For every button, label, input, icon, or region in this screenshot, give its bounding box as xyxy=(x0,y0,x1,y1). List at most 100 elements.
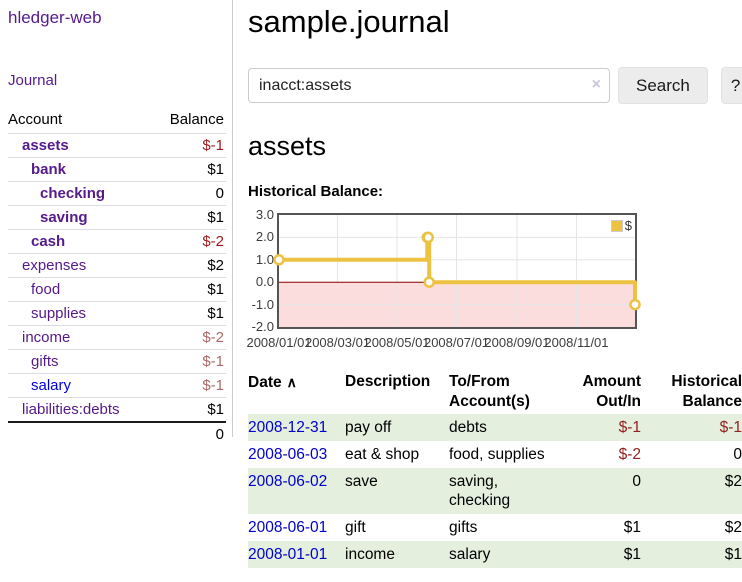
transaction-accounts: food, supplies xyxy=(449,446,545,463)
x-axis-tick-label: 2008/07/01 xyxy=(423,335,490,350)
transaction-description: eat & shop xyxy=(345,446,420,463)
register-table: Date ∧ Description To/From Account(s) Amou… xyxy=(248,370,742,568)
date-header-label: Date xyxy=(248,374,282,391)
account-link[interactable]: bank xyxy=(31,161,67,178)
search-field-wrap: × xyxy=(248,68,610,103)
transaction-description: gift xyxy=(345,519,366,536)
help-button[interactable]: ? xyxy=(720,67,742,104)
account-row: assets $-1 xyxy=(8,133,226,158)
account-balance: $-1 xyxy=(152,133,226,158)
account-link[interactable]: assets xyxy=(22,137,69,154)
transaction-date-link[interactable]: 2008-01-01 xyxy=(248,546,328,563)
search-row: × Search ? xyxy=(248,67,742,104)
transaction-accounts: gifts xyxy=(449,519,478,536)
balance-column-header: Historical Balance xyxy=(671,373,742,410)
historical-balance-chart: 3.0 2.0 1.0 0.0 -1.0 -2.0 $ 2008/01/01 2008/03… xyxy=(246,207,742,350)
account-row: bank $1 xyxy=(8,157,226,182)
account-balance: $1 xyxy=(152,157,226,182)
y-axis-tick-label: 0.0 xyxy=(255,274,274,290)
account-row: food $1 xyxy=(8,277,226,302)
account-row: income $-2 xyxy=(8,325,226,350)
accounts-table: Account Balance assets $-1 bank $1 check… xyxy=(8,109,226,446)
account-row: liabilities:debts $1 xyxy=(8,397,226,422)
account-link[interactable]: saving xyxy=(40,209,88,226)
transaction-description: pay off xyxy=(345,414,449,441)
search-button[interactable]: Search xyxy=(618,67,708,104)
account-row: cash $-2 xyxy=(8,229,226,254)
account-row: checking 0 xyxy=(8,181,226,206)
y-axis-tick-label: 2.0 xyxy=(255,229,274,245)
x-axis-tick-label: 2008/09/01 xyxy=(484,335,550,350)
register-header-row: Date ∧ Description To/From Account(s) Amou… xyxy=(248,370,742,414)
nav-journal-link[interactable]: Journal xyxy=(8,72,58,89)
app-title-link[interactable]: hledger-web xyxy=(8,8,102,27)
transaction-row: 2008-06-01 gift gifts $1 $2 xyxy=(248,514,742,541)
transaction-accounts: debts xyxy=(449,414,561,441)
account-link[interactable]: supplies xyxy=(31,305,87,322)
transaction-balance: $2 xyxy=(641,468,742,514)
search-input[interactable] xyxy=(248,68,610,103)
amount-column-header: Amount Out/In xyxy=(582,373,641,410)
chart-canvas xyxy=(273,215,641,327)
transaction-balance: $2 xyxy=(724,519,742,536)
x-axis-tick-label: 2008/05/01 xyxy=(364,335,430,350)
clear-search-icon[interactable]: × xyxy=(591,76,601,93)
sidebar-nav: Journal xyxy=(8,72,226,90)
series-label: $ xyxy=(624,218,632,233)
accounts-table-header: Account Balance xyxy=(8,109,226,134)
account-link[interactable]: gifts xyxy=(31,353,59,370)
y-axis-tick-label: 1.0 xyxy=(255,251,274,267)
accounts-column-header: To/From Account(s) xyxy=(449,373,530,410)
app-title: hledger-web xyxy=(8,8,226,28)
account-link[interactable]: expenses xyxy=(22,257,87,274)
transaction-accounts: saving, checking xyxy=(449,468,561,514)
account-balance: $-2 xyxy=(152,229,226,254)
x-axis-tick-label: 2008/01/01 xyxy=(246,335,312,350)
account-balance: 0 xyxy=(152,181,226,206)
account-balance: $-1 xyxy=(152,373,226,398)
main-content: sample.journal × Search ? assets Histori… xyxy=(246,0,742,568)
description-column-header: Description xyxy=(345,373,431,390)
account-balance: $2 xyxy=(152,253,226,278)
transaction-date-link[interactable]: 2008-06-02 xyxy=(248,473,328,490)
x-axis-tick-label: 2008/03/01 xyxy=(304,335,371,350)
account-balance: $1 xyxy=(152,397,226,422)
chart-plot-area: $ xyxy=(273,213,641,329)
account-balance: $1 xyxy=(152,277,226,302)
account-link[interactable]: cash xyxy=(31,233,66,250)
account-row: salary $-1 xyxy=(8,373,226,398)
series-color-swatch xyxy=(610,219,623,232)
transaction-date-link[interactable]: 2008-12-31 xyxy=(248,419,328,436)
account-link[interactable]: income xyxy=(22,329,71,346)
account-link[interactable]: liabilities:debts xyxy=(22,401,120,418)
page-title: sample.journal xyxy=(248,4,450,39)
transaction-balance: 0 xyxy=(733,446,742,463)
account-link[interactable]: salary xyxy=(31,377,72,394)
x-axis-tick-label: 2008/11/01 xyxy=(544,335,609,350)
account-column-header: Account xyxy=(8,111,63,128)
account-row: gifts $-1 xyxy=(8,349,226,374)
account-link[interactable]: food xyxy=(31,281,61,298)
sidebar: hledger-web Journal Account Balance asse… xyxy=(0,0,233,446)
chart-title: Historical Balance: xyxy=(248,183,384,200)
chart-legend: $ xyxy=(610,218,632,233)
transaction-date-link[interactable]: 2008-06-01 xyxy=(248,519,328,536)
transaction-amount: $-2 xyxy=(618,446,641,463)
transaction-amount: $1 xyxy=(623,519,641,536)
account-heading: assets xyxy=(248,131,327,161)
account-balance: $-1 xyxy=(152,349,226,374)
y-axis-tick-label: -1.0 xyxy=(251,296,274,312)
accounts-total-row: 0 xyxy=(8,421,226,446)
transaction-row: 2008-12-31 pay off debts $-1 $-1 xyxy=(248,414,742,441)
transaction-row: 2008-06-03 eat & shop food, supplies $-2… xyxy=(248,441,742,468)
account-row: supplies $1 xyxy=(8,301,226,326)
transaction-description: income xyxy=(345,541,449,568)
account-link[interactable]: checking xyxy=(40,185,106,202)
transaction-date-link[interactable]: 2008-06-03 xyxy=(248,446,328,463)
account-row: saving $1 xyxy=(8,205,226,230)
account-balance: $1 xyxy=(152,205,226,230)
sort-ascending-icon: ∧ xyxy=(286,374,297,390)
transaction-amount: 0 xyxy=(561,468,641,514)
date-column-header[interactable]: Date ∧ xyxy=(248,370,345,414)
y-axis-tick-label: 3.0 xyxy=(255,207,274,222)
